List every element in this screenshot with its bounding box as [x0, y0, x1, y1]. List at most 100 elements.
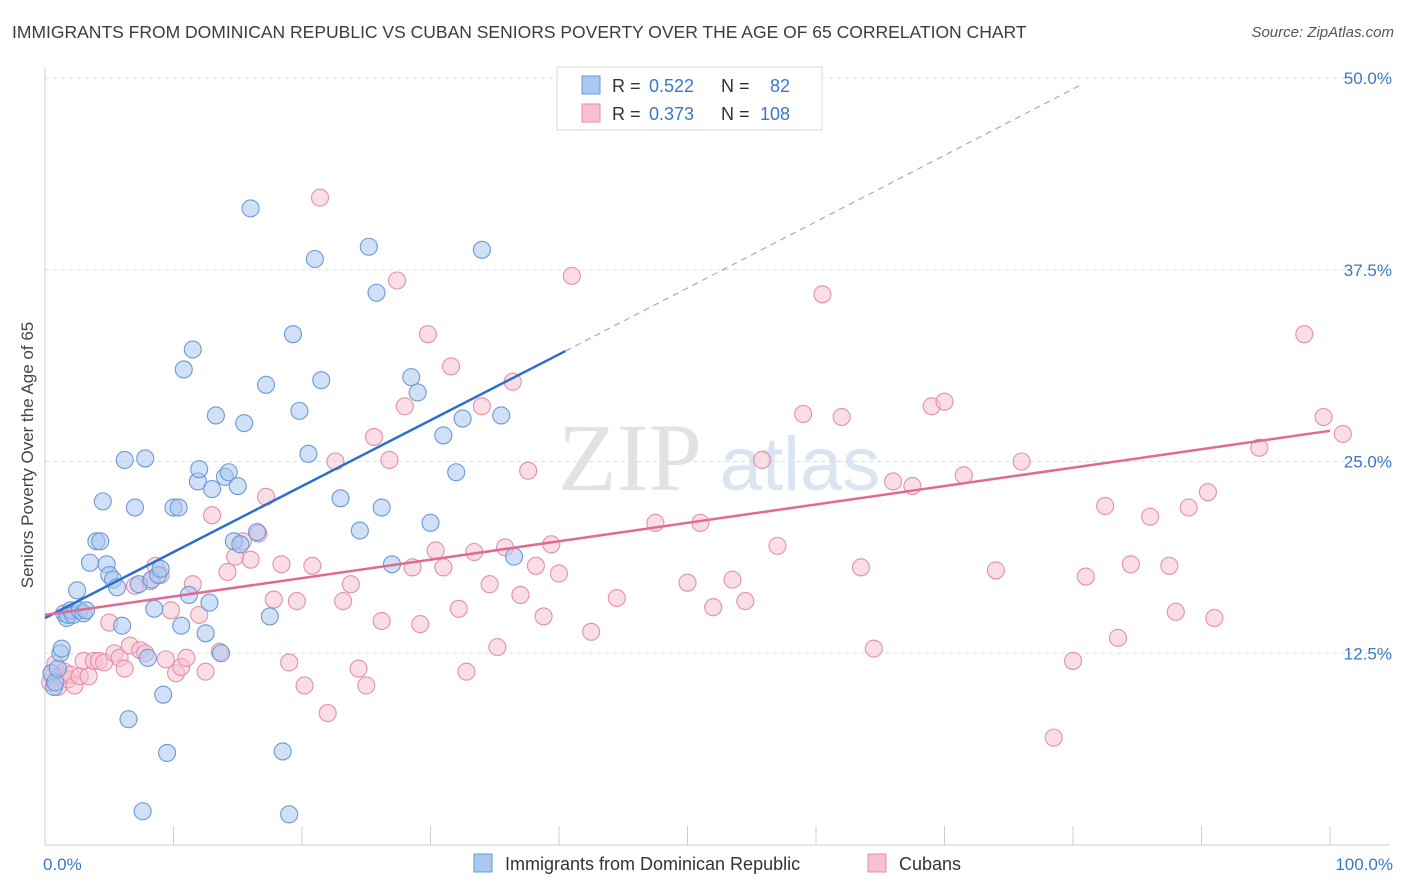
legend-r-label-2: R = [612, 104, 641, 124]
dominican-point [283, 325, 303, 344]
cuban-point [1314, 407, 1333, 427]
cuban-point [607, 588, 626, 608]
legend-r-value-1: 0.522 [649, 76, 694, 96]
cuban-point [582, 622, 601, 641]
cuban-point [156, 650, 175, 669]
dominican-point [174, 360, 193, 379]
dominican-point [169, 498, 188, 517]
cuban-point [1044, 728, 1063, 747]
cuban-point [472, 397, 491, 416]
dominican-point [133, 802, 152, 821]
cuban-point [678, 573, 697, 592]
cuban-point [287, 592, 306, 611]
x-tick-label: 100.0% [1335, 855, 1393, 874]
dominican-point [206, 406, 225, 425]
dominican-point [93, 492, 112, 511]
x-tick-label: 0.0% [43, 855, 82, 874]
legend-bottom-swatch-dominican [473, 853, 493, 873]
y-tick-label: 25.0% [1344, 453, 1392, 472]
cuban-point [434, 558, 453, 577]
cuban-point [1108, 628, 1128, 647]
dominican-point [372, 498, 391, 517]
cuban-point [794, 404, 813, 423]
dominican-point [235, 414, 254, 433]
dominican-point [154, 685, 173, 704]
cuban-point [935, 392, 954, 411]
y-axis-label: Seniors Poverty Over the Age of 65 [18, 322, 37, 588]
cuban-point [161, 601, 180, 620]
legend-r-label-1: R = [612, 76, 641, 96]
cuban-point [1141, 507, 1160, 526]
cuban-point [1205, 608, 1224, 628]
dominican-point [68, 581, 87, 600]
dominican-point [367, 283, 386, 302]
cuban-point [449, 599, 468, 618]
y-tick-label: 37.5% [1344, 261, 1392, 280]
correlation-legend: R = 0.522 N = 82 R = 0.373 N = 108 [556, 66, 823, 131]
dominican-point [219, 463, 238, 482]
cuban-point [511, 585, 530, 605]
cuban-point [1012, 452, 1031, 471]
dominican-point [52, 639, 71, 658]
cuban-point [768, 536, 787, 555]
cuban-point [349, 659, 368, 678]
cuban-point [1160, 556, 1179, 575]
series-legend: Immigrants from Dominican Republic Cuban… [473, 853, 961, 874]
cuban-point [534, 607, 553, 626]
dominican-point [359, 237, 378, 256]
cuban-point [752, 450, 772, 470]
dominican-point [196, 624, 215, 643]
series-dominican-points [42, 199, 524, 824]
cuban-point [426, 541, 445, 560]
cuban-point [241, 550, 260, 569]
cuban-point [736, 592, 755, 611]
cuban-point [986, 561, 1005, 580]
cuban-point [372, 611, 391, 631]
dominican-point [290, 401, 309, 420]
dominican-point [331, 489, 350, 508]
cuban-point [196, 662, 215, 681]
cuban-point [1076, 567, 1095, 586]
dominican-point [434, 426, 453, 445]
dominican-point [241, 199, 260, 218]
watermark-atlas: atlas [720, 422, 881, 507]
dominican-point [492, 406, 511, 425]
legend-bottom-label-cubans: Cubans [899, 854, 961, 874]
cuban-point [562, 266, 581, 285]
cuban-point [388, 271, 407, 290]
cuban-point [341, 575, 360, 594]
cuban-point [1198, 483, 1217, 502]
dominican-point [504, 547, 524, 566]
y-tick-label: 50.0% [1344, 69, 1392, 88]
dominican-point [228, 476, 247, 496]
cuban-point [364, 427, 384, 447]
dominican-point [151, 559, 170, 578]
dominican-point [48, 659, 67, 678]
cuban-point [203, 506, 222, 525]
cuban-point [418, 325, 437, 344]
cuban-point [442, 357, 461, 376]
watermark-zip: ZIP [558, 404, 702, 511]
cuban-point [1121, 555, 1140, 574]
cuban-point [864, 639, 883, 658]
cuban-point [115, 659, 134, 678]
cuban-point [395, 397, 414, 416]
dominican-point [350, 521, 369, 540]
legend-n-label-1: N = [721, 76, 750, 96]
dominican-point [299, 444, 318, 463]
x-tick-labels: 0.0% 100.0% [43, 855, 1393, 874]
legend-n-value-2: 108 [760, 104, 790, 124]
cuban-point [1250, 438, 1269, 457]
dominican-trend-extension [565, 85, 1080, 352]
dominican-point [183, 340, 202, 359]
dominican-point [421, 513, 440, 532]
cuban-point [295, 676, 314, 695]
legend-n-value-1: 82 [770, 76, 790, 96]
legend-bottom-label-dominican: Immigrants from Dominican Republic [505, 854, 800, 874]
cuban-point [519, 461, 538, 480]
cuban-point [218, 562, 237, 581]
dominican-point [472, 240, 491, 259]
dominican-point [260, 607, 279, 626]
dominican-point [125, 498, 144, 517]
cuban-point [1166, 602, 1185, 621]
